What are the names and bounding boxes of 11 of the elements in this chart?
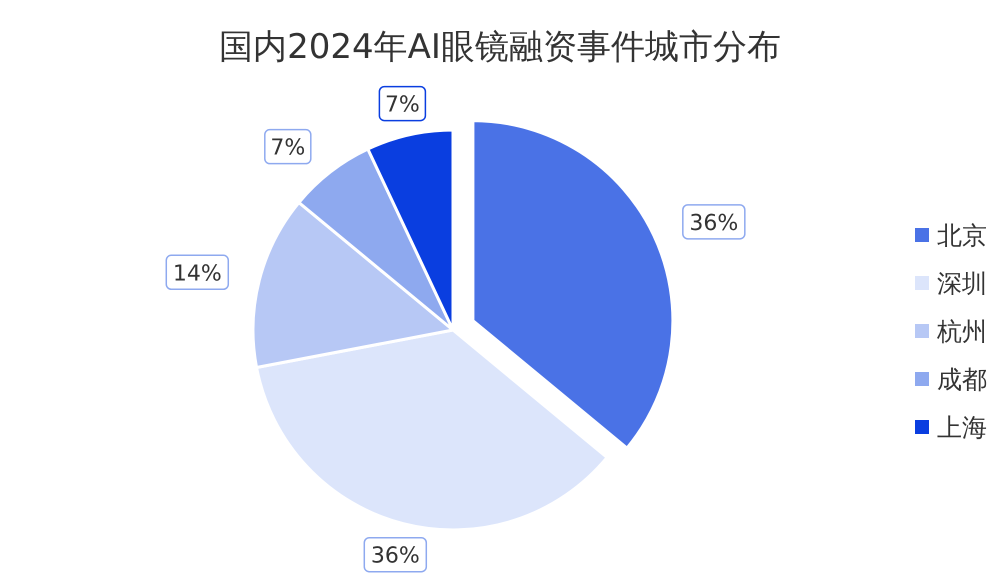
- legend-label: 成都: [937, 365, 987, 394]
- legend-label: 深圳: [937, 269, 987, 298]
- data-label: 7%: [384, 92, 420, 118]
- legend-label: 杭州: [936, 317, 987, 346]
- data-label: 36%: [689, 210, 738, 236]
- data-label: 14%: [172, 261, 222, 286]
- data-label: 7%: [270, 136, 306, 161]
- legend-label: 上海: [937, 413, 987, 442]
- data-label: 36%: [370, 544, 420, 569]
- chart-title: 国内2024年AI眼镜融资事件城市分布: [219, 27, 781, 67]
- legend-label: 北京: [937, 221, 987, 250]
